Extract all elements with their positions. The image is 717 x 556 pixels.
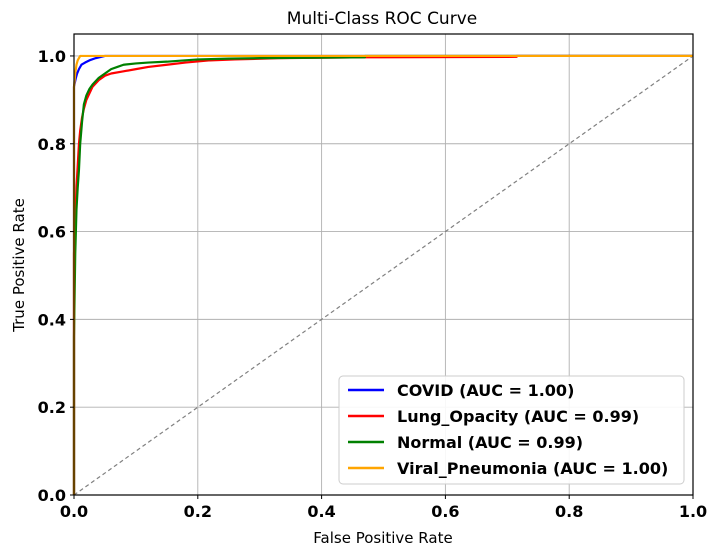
y-tick-label: 0.8	[38, 135, 66, 154]
chart-title: Multi-Class ROC Curve	[287, 9, 477, 29]
legend-label: COVID (AUC = 1.00)	[397, 381, 574, 400]
x-axis-ticks: 0.0 0.2 0.4 0.6 0.8 1.0	[60, 495, 707, 521]
roc-curve-3	[72, 54, 693, 495]
y-tick-label: 1.0	[38, 47, 66, 66]
x-tick-label: 0.2	[184, 502, 212, 521]
plot-frame	[73, 33, 694, 496]
y-axis-label: True Positive Rate	[10, 198, 28, 333]
y-tick-label: 0.2	[38, 398, 66, 417]
legend-label: Viral_Pneumonia (AUC = 1.00)	[397, 459, 668, 478]
x-tick-label: 1.0	[679, 502, 707, 521]
y-axis-ticks: 0.0 0.2 0.4 0.6 0.8 1.0	[38, 47, 74, 505]
legend: COVID (AUC = 1.00) Lung_Opacity (AUC = 0.…	[338, 375, 685, 485]
x-tick-label: 0.6	[431, 502, 459, 521]
y-tick-label: 0.0	[38, 486, 66, 505]
chance-diagonal-line	[73, 55, 694, 496]
legend-label: Lung_Opacity (AUC = 0.99)	[397, 407, 639, 426]
y-tick-label: 0.6	[38, 223, 66, 242]
reference-line	[73, 55, 694, 496]
y-tick-label: 0.4	[38, 310, 66, 329]
legend-box	[338, 375, 685, 485]
x-axis-label: False Positive Rate	[313, 529, 452, 547]
x-tick-label: 0.4	[307, 502, 335, 521]
legend-label: Normal (AUC = 0.99)	[397, 433, 583, 452]
x-tick-label: 0.0	[60, 502, 88, 521]
x-tick-label: 0.8	[555, 502, 583, 521]
